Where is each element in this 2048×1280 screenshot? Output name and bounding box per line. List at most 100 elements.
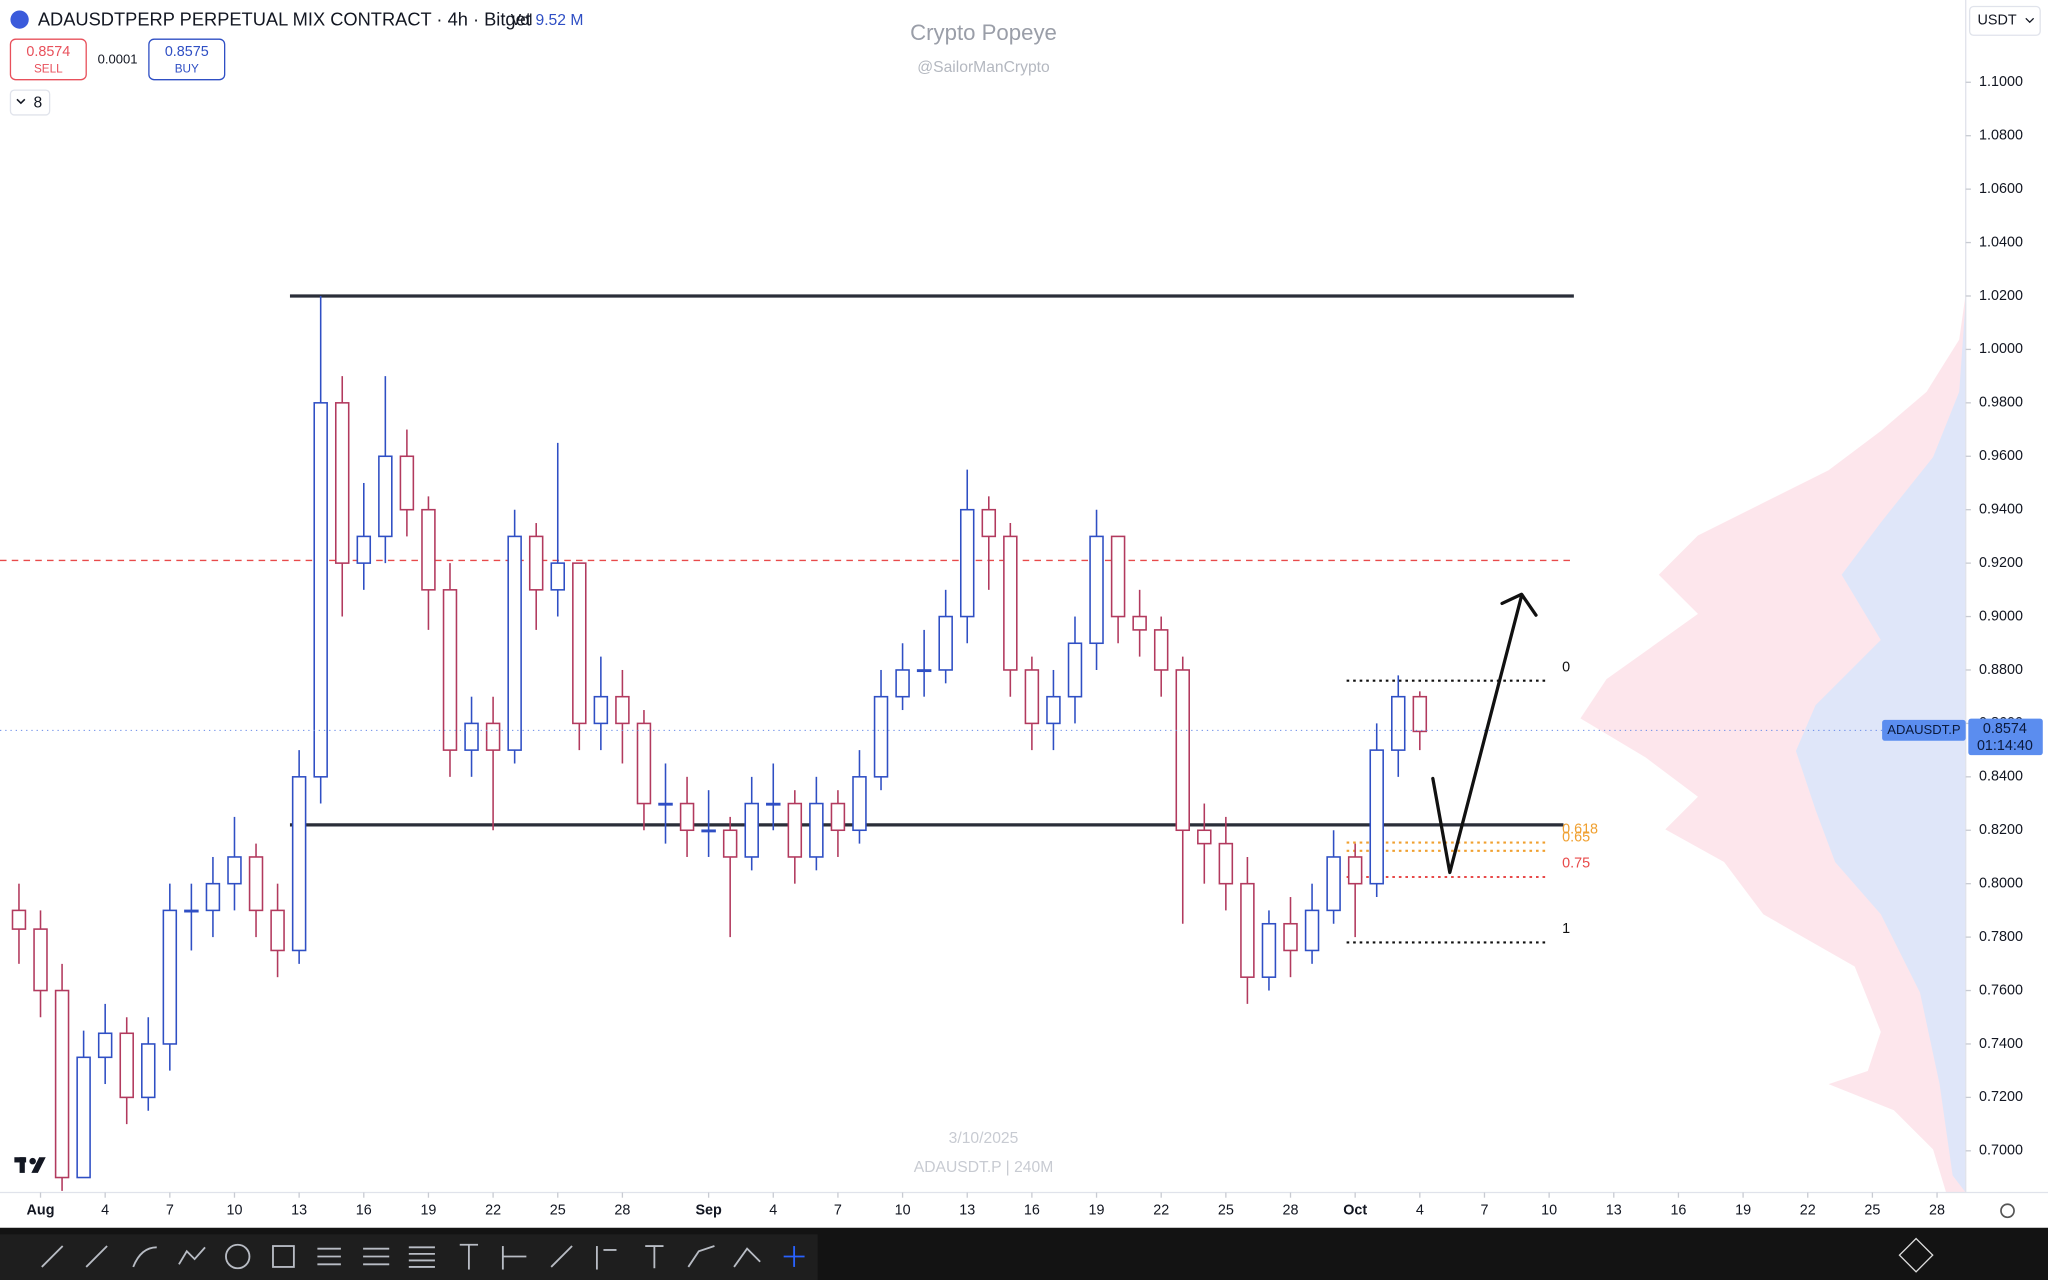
candle-body bbox=[809, 802, 824, 858]
candle-body bbox=[1110, 535, 1126, 618]
y-tick-label: 1.1000 bbox=[1979, 74, 2023, 90]
candle-body bbox=[895, 669, 910, 698]
symbol-icon bbox=[10, 10, 29, 29]
price-tag-countdown: 01:14:40 bbox=[1977, 738, 2033, 754]
candle-body bbox=[421, 508, 436, 591]
x-tick-label: 28 bbox=[614, 1203, 630, 1219]
fib-label: 0.618 bbox=[1562, 821, 1598, 837]
candle-body bbox=[1067, 642, 1083, 698]
candle-body bbox=[248, 856, 264, 912]
x-tick-label: 22 bbox=[1153, 1203, 1169, 1219]
x-tick-label: 22 bbox=[1800, 1203, 1816, 1219]
candle-body bbox=[1046, 695, 1061, 725]
candle-body bbox=[1347, 856, 1363, 885]
price-tag-value: 0.8574 bbox=[1983, 721, 2027, 737]
x-tick-label: 13 bbox=[291, 1203, 307, 1219]
y-tick-label: 1.0800 bbox=[1979, 128, 2023, 144]
fib-label: 0.75 bbox=[1562, 856, 1590, 872]
candle-body bbox=[184, 909, 199, 913]
fib-label: 1 bbox=[1562, 921, 1570, 937]
x-tick-label: 28 bbox=[1283, 1203, 1299, 1219]
y-tick-label: 0.9800 bbox=[1979, 395, 2023, 411]
watermark-icon bbox=[1898, 1237, 1934, 1273]
indicator-count[interactable]: 8 bbox=[34, 94, 43, 111]
vol-value: 9.52 M bbox=[536, 12, 584, 29]
x-tick-label: 7 bbox=[1480, 1203, 1488, 1219]
symbol-tag-text: ADAUSDT.P bbox=[1887, 722, 1961, 737]
settings-icon[interactable] bbox=[2000, 1203, 2015, 1219]
currency-select[interactable]: USDT bbox=[1968, 5, 2041, 36]
candle-body bbox=[11, 909, 27, 930]
candle-body bbox=[507, 535, 522, 751]
buy-button[interactable]: 0.8575 BUY bbox=[148, 38, 226, 81]
candle-body bbox=[378, 455, 393, 538]
x-tick-label: 19 bbox=[1735, 1203, 1751, 1219]
candle-body bbox=[1240, 882, 1255, 978]
candle-body bbox=[550, 562, 566, 591]
y-tick-label: 1.0600 bbox=[1979, 181, 2023, 197]
candle-body bbox=[162, 909, 178, 1045]
sell-button[interactable]: 0.8574 SELL bbox=[9, 38, 87, 81]
y-tick-label: 0.9600 bbox=[1979, 448, 2023, 464]
buy-price[interactable]: 0.8575 bbox=[165, 44, 209, 60]
candle-body bbox=[291, 776, 307, 952]
candle-body bbox=[701, 829, 716, 833]
plot-area bbox=[0, 294, 1966, 1191]
candle-body bbox=[658, 802, 673, 806]
indicator-toggle[interactable]: 8 bbox=[9, 89, 51, 116]
candle-body bbox=[33, 928, 48, 992]
candle-body bbox=[981, 508, 997, 538]
candle-body bbox=[205, 882, 221, 912]
candle-body bbox=[787, 802, 803, 858]
sell-label[interactable]: SELL bbox=[34, 62, 63, 75]
x-tick-label: 19 bbox=[420, 1203, 436, 1219]
y-tick-label: 0.7000 bbox=[1979, 1143, 2023, 1159]
x-tick-label: 10 bbox=[226, 1203, 242, 1219]
candle-body bbox=[830, 802, 846, 832]
y-tick-label: 0.8000 bbox=[1979, 875, 2023, 891]
tool-icons[interactable] bbox=[41, 1243, 805, 1270]
x-tick-label: 7 bbox=[166, 1203, 174, 1219]
x-tick-label: 25 bbox=[1864, 1203, 1880, 1219]
candle-body bbox=[442, 589, 458, 751]
x-tick-label: 25 bbox=[550, 1203, 566, 1219]
indicator-box[interactable] bbox=[9, 89, 51, 116]
candle-body bbox=[399, 455, 415, 511]
chevron[interactable] bbox=[16, 98, 26, 105]
candle-body bbox=[119, 1032, 134, 1099]
candle-body bbox=[334, 402, 350, 564]
candle-body bbox=[1304, 909, 1320, 952]
candle-body bbox=[1261, 922, 1277, 978]
candle-body bbox=[959, 508, 975, 618]
candle-body bbox=[615, 695, 630, 725]
buy-label[interactable]: BUY bbox=[175, 62, 199, 75]
candle-body bbox=[873, 695, 889, 778]
price-tag bbox=[1968, 718, 2043, 756]
buy-box[interactable] bbox=[148, 38, 226, 81]
toolbar-panel bbox=[0, 1234, 818, 1280]
candle-body bbox=[1153, 629, 1169, 671]
sell-box[interactable] bbox=[9, 38, 87, 81]
currency-box[interactable] bbox=[1968, 5, 2041, 36]
candle-body bbox=[1132, 615, 1147, 631]
candle-body bbox=[636, 722, 652, 805]
candle-body bbox=[1412, 695, 1428, 733]
x-tick-label: Sep bbox=[695, 1203, 722, 1219]
candle-body bbox=[227, 856, 242, 885]
x-tick-label: 13 bbox=[1606, 1203, 1622, 1219]
candle-body bbox=[528, 535, 544, 591]
y-tick-label: 0.9000 bbox=[1979, 608, 2023, 624]
candle-body bbox=[313, 402, 328, 778]
candle-body bbox=[356, 535, 372, 564]
watermark-symbol: ADAUSDT.P | 240M bbox=[914, 1159, 1054, 1176]
fib-label: 0.65 bbox=[1562, 830, 1590, 846]
x-tick-label: 10 bbox=[895, 1203, 911, 1219]
x-tick-label: 16 bbox=[1670, 1203, 1686, 1219]
currency[interactable]: USDT bbox=[1978, 13, 2017, 29]
spread: 0.0001 bbox=[98, 52, 138, 67]
x-tick-label: 4 bbox=[769, 1203, 777, 1219]
sell-price[interactable]: 0.8574 bbox=[26, 44, 70, 60]
chevron[interactable] bbox=[2025, 17, 2035, 24]
candle-body bbox=[679, 802, 695, 832]
